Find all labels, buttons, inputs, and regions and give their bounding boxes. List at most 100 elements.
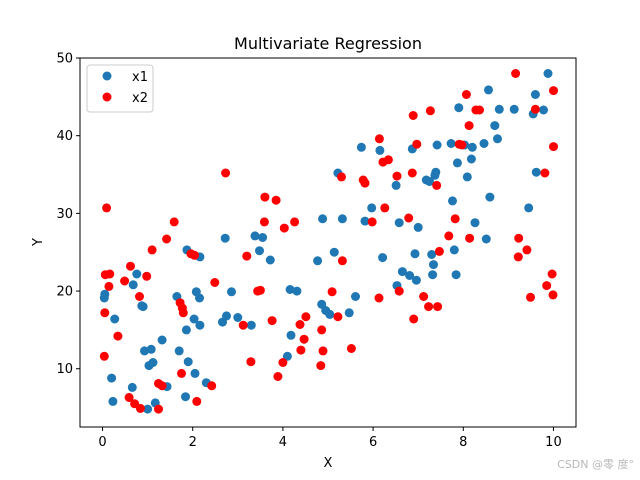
point-x1-14: [148, 358, 158, 367]
point-x2-46: [301, 312, 311, 322]
y-tick-label-1: 20: [56, 285, 73, 300]
point-x1-82: [454, 103, 464, 113]
point-x1-20: [181, 392, 190, 402]
point-x1-81: [452, 158, 462, 168]
point-x1-67: [411, 275, 421, 285]
point-x2-79: [457, 140, 467, 150]
point-x1-90: [485, 192, 495, 202]
point-x1-63: [397, 267, 407, 277]
point-x2-36: [260, 192, 270, 202]
points-layer: [99, 69, 558, 414]
x-tick-label-3: 6: [369, 435, 377, 450]
point-x1-59: [378, 253, 388, 263]
point-x1-70: [425, 177, 434, 186]
point-x2-47: [316, 361, 326, 371]
point-x2-65: [404, 213, 414, 223]
point-x1-50: [329, 247, 339, 257]
point-x1-77: [446, 139, 456, 148]
point-x2-54: [346, 344, 356, 353]
point-x1-52: [337, 214, 347, 224]
point-x2-62: [380, 203, 390, 213]
point-x2-14: [147, 245, 157, 255]
plot-frame: [79, 57, 577, 428]
point-x2-48: [317, 325, 327, 335]
y-axis-label: Y: [31, 238, 46, 247]
x-tick-label-5: 10: [545, 435, 562, 450]
point-x1-3: [108, 396, 118, 406]
point-x2-28: [210, 278, 220, 287]
point-x1-85: [466, 154, 476, 164]
point-x1-64: [405, 271, 415, 280]
x-tick-label-1: 2: [189, 435, 197, 450]
point-x2-67: [408, 111, 418, 120]
point-x1-9: [138, 302, 148, 312]
point-x2-7: [120, 276, 130, 286]
point-x1-91: [484, 85, 493, 95]
point-x2-34: [255, 285, 265, 295]
point-x1-101: [543, 69, 553, 78]
point-x1-94: [494, 104, 504, 114]
point-x2-23: [178, 308, 188, 318]
point-x2-40: [278, 358, 288, 367]
point-x1-2: [107, 373, 117, 383]
point-x2-59: [374, 134, 384, 144]
point-x1-78: [448, 196, 457, 206]
chart-title: Multivariate Regression: [234, 34, 422, 53]
point-x2-50: [327, 287, 337, 297]
point-x2-5: [105, 269, 115, 279]
point-x2-69: [412, 139, 422, 149]
point-x1-6: [128, 280, 138, 290]
point-x2-52: [337, 172, 346, 182]
point-x1-32: [220, 233, 230, 243]
point-x2-96: [549, 86, 558, 96]
x-tick-label-4: 8: [459, 435, 467, 450]
point-x2-12: [135, 403, 145, 413]
point-x1-47: [318, 214, 328, 224]
point-x1-73: [429, 260, 438, 270]
x-tick-label-2: 4: [279, 435, 287, 450]
point-x2-80: [461, 90, 471, 99]
x-axis-ticks: 0 2 4 6 8 10: [98, 427, 562, 450]
point-x1-100: [539, 105, 548, 115]
point-x1-44: [292, 286, 302, 296]
point-x2-68: [409, 314, 419, 324]
point-x1-35: [233, 313, 243, 322]
point-x1-7: [132, 269, 142, 279]
point-x2-70: [419, 292, 429, 301]
legend-marker-x2: [102, 92, 112, 102]
point-x2-95: [549, 142, 558, 152]
point-x1-96: [524, 203, 534, 213]
point-x1-34: [227, 287, 236, 297]
point-x2-16: [154, 404, 163, 414]
point-x2-61: [383, 155, 393, 165]
point-x1-89: [481, 234, 491, 244]
legend: x1 x2: [86, 64, 154, 113]
point-x2-51: [333, 312, 343, 322]
point-x1-87: [470, 218, 480, 228]
point-x2-41: [279, 223, 289, 233]
point-x2-76: [444, 231, 454, 241]
point-x2-53: [337, 256, 347, 266]
point-x1-86: [467, 142, 477, 152]
point-x2-85: [511, 69, 521, 78]
legend-label-x1: x1: [132, 70, 148, 85]
point-x2-72: [425, 106, 435, 116]
point-x1-36: [246, 320, 256, 330]
point-x1-62: [394, 218, 404, 228]
point-x1-27: [195, 293, 204, 303]
point-x1-80: [451, 270, 461, 280]
point-x1-99: [531, 167, 541, 177]
point-x1-76: [432, 140, 442, 150]
point-x2-81: [464, 121, 474, 131]
point-x1-43: [286, 330, 296, 340]
point-x1-98: [530, 90, 540, 99]
point-x1-84: [462, 172, 472, 182]
x-axis-label: X: [324, 456, 333, 471]
point-x1-71: [427, 250, 437, 259]
point-x2-32: [246, 357, 256, 367]
point-x2-18: [162, 234, 172, 244]
point-x2-74: [433, 302, 443, 312]
point-x2-3: [102, 203, 112, 213]
point-x1-49: [325, 309, 335, 319]
point-x2-30: [238, 320, 248, 330]
